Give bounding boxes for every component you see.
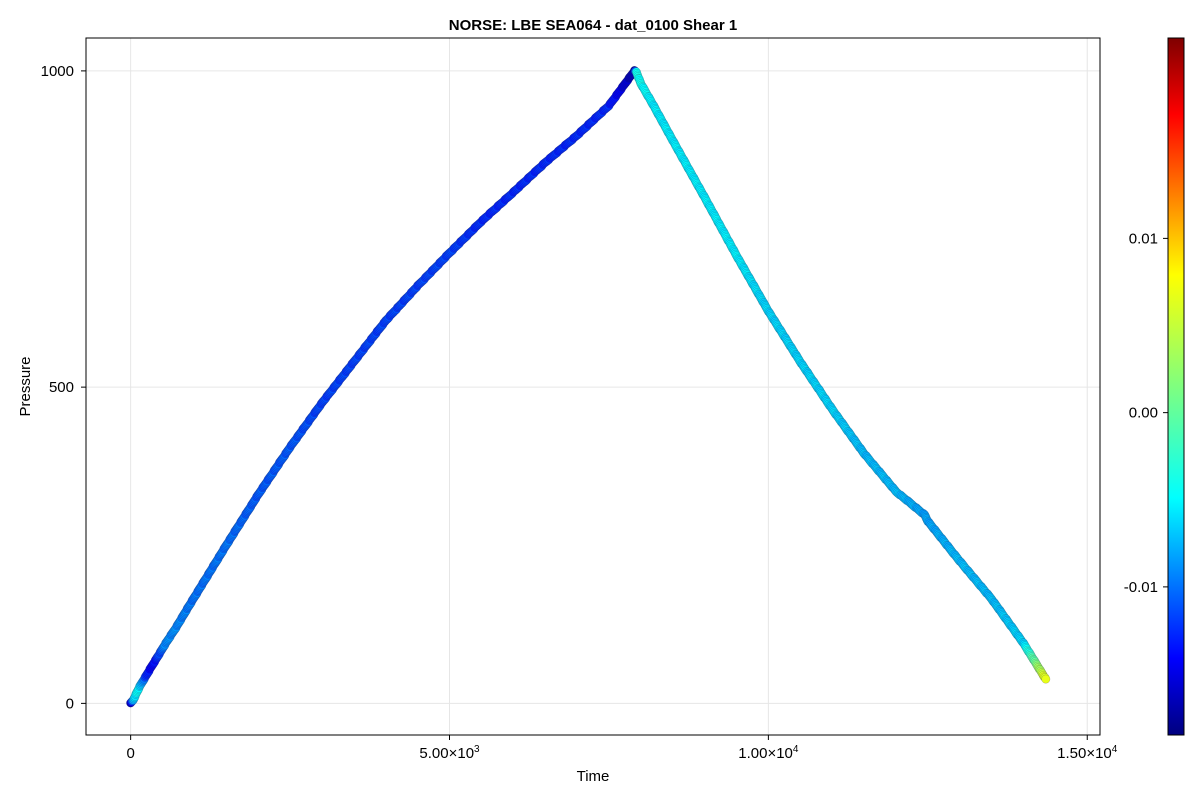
scatter-points	[126, 66, 1051, 708]
y-tick-label: 500	[49, 379, 74, 396]
y-ticks: 0 500 1000	[41, 63, 86, 712]
x-tick-label: 1.00×104	[738, 744, 799, 762]
plot-frame	[85, 37, 1101, 736]
y-tick-label: 1000	[41, 63, 74, 80]
x-axis-label: Time	[577, 768, 610, 785]
y-axis-label: Pressure	[17, 356, 34, 416]
x-tick-label: 1.50×104	[1057, 744, 1118, 762]
colorbar-tick-label: 0.00	[1129, 405, 1158, 422]
colorbar	[1167, 37, 1185, 736]
colorbar-ticks: 0.01 0.00 -0.01	[1124, 230, 1168, 596]
grid	[86, 38, 1100, 735]
y-tick-label: 0	[66, 695, 74, 712]
colorbar-tick-label: -0.01	[1124, 579, 1158, 596]
scatter-point	[1041, 674, 1051, 684]
x-tick-label: 0	[126, 745, 134, 762]
x-ticks: 0 5.00×103 1.00×104 1.50×104	[126, 735, 1118, 762]
x-tick-label: 5.00×103	[419, 744, 480, 762]
chart-title: NORSE: LBE SEA064 - dat_0100 Shear 1	[449, 17, 737, 34]
colorbar-tick-label: 0.01	[1129, 230, 1158, 247]
